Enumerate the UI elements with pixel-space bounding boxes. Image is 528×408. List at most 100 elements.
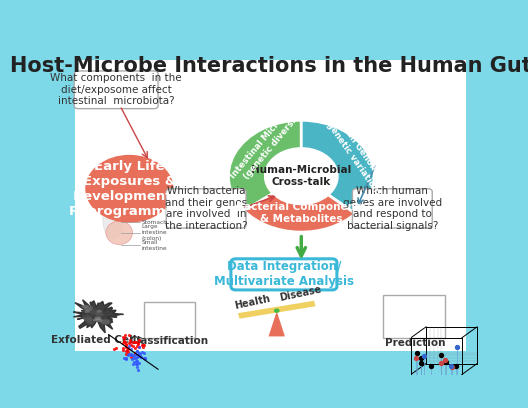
Point <box>120 338 129 345</box>
Point <box>111 345 120 351</box>
Point <box>130 355 138 361</box>
Text: Bacterial Components
& Metabolites: Bacterial Components & Metabolites <box>236 202 366 224</box>
Point <box>135 344 144 350</box>
Ellipse shape <box>81 305 88 308</box>
Ellipse shape <box>100 319 110 324</box>
Point <box>133 348 141 355</box>
Point <box>125 332 133 338</box>
Point <box>135 360 143 367</box>
Text: Small
intestine: Small intestine <box>142 240 167 251</box>
Point <box>120 335 128 341</box>
Point <box>129 342 137 349</box>
Point <box>442 359 450 366</box>
Point <box>139 344 147 350</box>
FancyBboxPatch shape <box>231 259 337 290</box>
Point <box>135 344 143 351</box>
Wedge shape <box>229 120 301 214</box>
Point <box>124 349 133 355</box>
Text: Health: Health <box>234 294 271 311</box>
Circle shape <box>274 308 280 313</box>
Ellipse shape <box>93 319 97 322</box>
Point <box>133 340 142 347</box>
Point <box>118 347 127 353</box>
FancyBboxPatch shape <box>166 189 246 228</box>
Text: Early Life
Exposures &
Developmental
Reprogramming: Early Life Exposures & Developmental Rep… <box>69 160 190 218</box>
Point <box>131 355 140 361</box>
Point <box>140 355 149 361</box>
Point <box>137 354 145 361</box>
Point <box>124 352 132 358</box>
Point <box>137 354 146 361</box>
Text: Disease: Disease <box>278 284 322 303</box>
Point <box>437 359 445 366</box>
Point <box>127 350 135 357</box>
Point <box>132 358 140 364</box>
Ellipse shape <box>96 319 102 322</box>
Point <box>137 341 146 348</box>
Ellipse shape <box>95 317 101 320</box>
Point <box>121 341 130 348</box>
Point <box>130 359 138 365</box>
Point <box>127 341 135 348</box>
Point <box>135 350 143 357</box>
Point <box>139 342 148 348</box>
Polygon shape <box>238 301 316 319</box>
Point <box>133 364 142 370</box>
Point <box>135 336 144 343</box>
Point <box>121 343 130 350</box>
Point <box>127 346 135 353</box>
Point <box>121 350 130 357</box>
Point <box>118 340 127 346</box>
Point <box>136 350 144 357</box>
Point <box>448 364 456 371</box>
Point <box>122 347 131 353</box>
Point <box>124 346 132 352</box>
Ellipse shape <box>89 309 99 315</box>
Point <box>451 363 460 369</box>
Text: Prediction: Prediction <box>385 338 445 348</box>
Point <box>120 355 128 361</box>
Point <box>129 353 138 360</box>
Point <box>130 344 139 351</box>
Ellipse shape <box>84 310 90 313</box>
Text: Stomach: Stomach <box>142 220 167 225</box>
Point <box>140 355 149 362</box>
Point <box>121 356 130 363</box>
Text: Which human
genes are involved
and respond to
bacterial signals?: Which human genes are involved and respo… <box>343 186 442 231</box>
Text: Which bacteria
and their genes
are involved  in
the interaction?: Which bacteria and their genes are invol… <box>165 186 248 231</box>
Text: What components  in the
diet/exposome affect
intestinal  microbiota?: What components in the diet/exposome aff… <box>50 73 182 106</box>
Point <box>135 350 143 357</box>
Point <box>133 340 142 347</box>
FancyBboxPatch shape <box>144 302 195 338</box>
Text: Classification: Classification <box>130 335 209 346</box>
Text: Data Integration/
Multivariate Analysis: Data Integration/ Multivariate Analysis <box>214 260 354 288</box>
Point <box>128 339 137 345</box>
Point <box>134 367 143 374</box>
Text: Human Genome
(epigenetic variation): Human Genome (epigenetic variation) <box>314 99 391 197</box>
Circle shape <box>85 155 174 223</box>
Point <box>447 362 455 369</box>
Point <box>132 339 140 346</box>
Point <box>124 345 132 351</box>
Circle shape <box>265 149 337 204</box>
Point <box>125 343 134 350</box>
Point <box>130 350 139 357</box>
Point <box>126 337 134 344</box>
Wedge shape <box>301 120 374 214</box>
Text: Large
intestine
(colon): Large intestine (colon) <box>142 224 167 241</box>
Point <box>133 361 141 367</box>
FancyBboxPatch shape <box>353 189 432 228</box>
Text: Exfoliated Cells: Exfoliated Cells <box>51 335 143 345</box>
Point <box>411 354 420 361</box>
Point <box>132 351 140 357</box>
Point <box>133 354 142 360</box>
Ellipse shape <box>96 310 102 313</box>
Point <box>420 353 428 359</box>
Point <box>413 349 421 356</box>
Text: Intestinal Microbiome
(genetic diversity): Intestinal Microbiome (genetic diversity… <box>229 93 313 187</box>
FancyBboxPatch shape <box>74 71 158 109</box>
Point <box>140 354 148 361</box>
Ellipse shape <box>83 317 92 322</box>
Point <box>125 340 133 346</box>
Point <box>121 332 129 339</box>
